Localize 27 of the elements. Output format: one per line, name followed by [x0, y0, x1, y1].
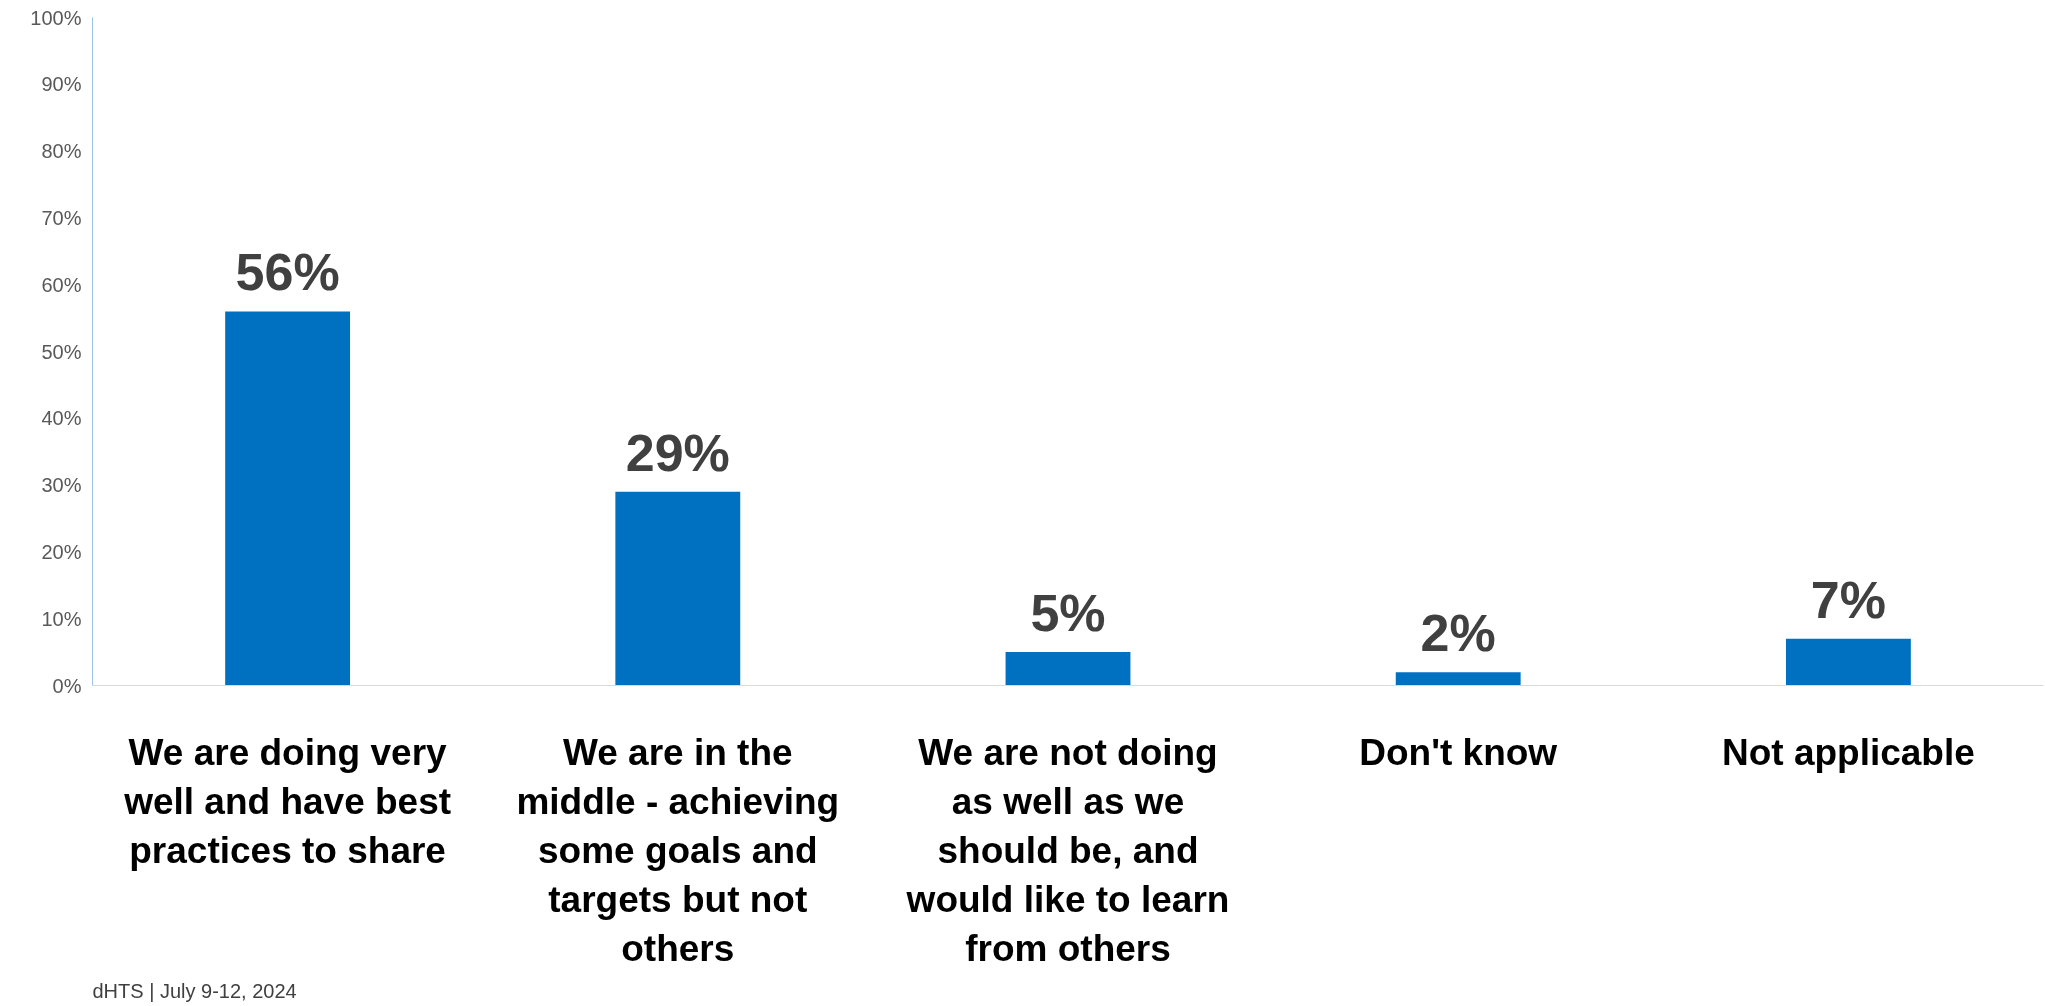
bar	[1395, 672, 1521, 686]
y-tick-label: 40%	[41, 407, 82, 430]
y-tick-label: 70%	[41, 206, 82, 229]
y-tick-label: 50%	[41, 340, 82, 363]
x-tick-label: We are doing very well and have best practices to share	[123, 731, 452, 871]
x-tick-label: We are not doing as well as we should be, and would like to learn from others	[905, 731, 1230, 970]
y-tick-label: 20%	[41, 540, 82, 563]
data-label: 56%	[235, 243, 340, 302]
x-tick-label: Not applicable	[1721, 731, 1975, 773]
data-label: 7%	[1810, 570, 1886, 629]
bar	[615, 491, 741, 686]
data-label: 5%	[1030, 584, 1106, 643]
y-tick-label: 60%	[41, 273, 82, 296]
y-tick-label: 30%	[41, 474, 82, 497]
x-tick-label: We are in the middle - achieving some goals and targets but not others	[516, 731, 840, 970]
bar	[225, 311, 351, 686]
y-tick-label: 90%	[41, 73, 82, 96]
text: dHTS | July 9-12, 2024	[92, 979, 297, 1002]
bar	[1005, 652, 1131, 686]
data-label: 29%	[625, 423, 730, 482]
y-tick-label: 80%	[41, 140, 82, 163]
y-tick-label: 0%	[52, 674, 82, 697]
y-tick-label: 10%	[41, 607, 82, 630]
y-tick-label: 100%	[30, 6, 82, 29]
bar	[1785, 638, 1911, 686]
x-tick-label: Don't know	[1359, 731, 1558, 773]
data-label: 2%	[1420, 604, 1496, 663]
